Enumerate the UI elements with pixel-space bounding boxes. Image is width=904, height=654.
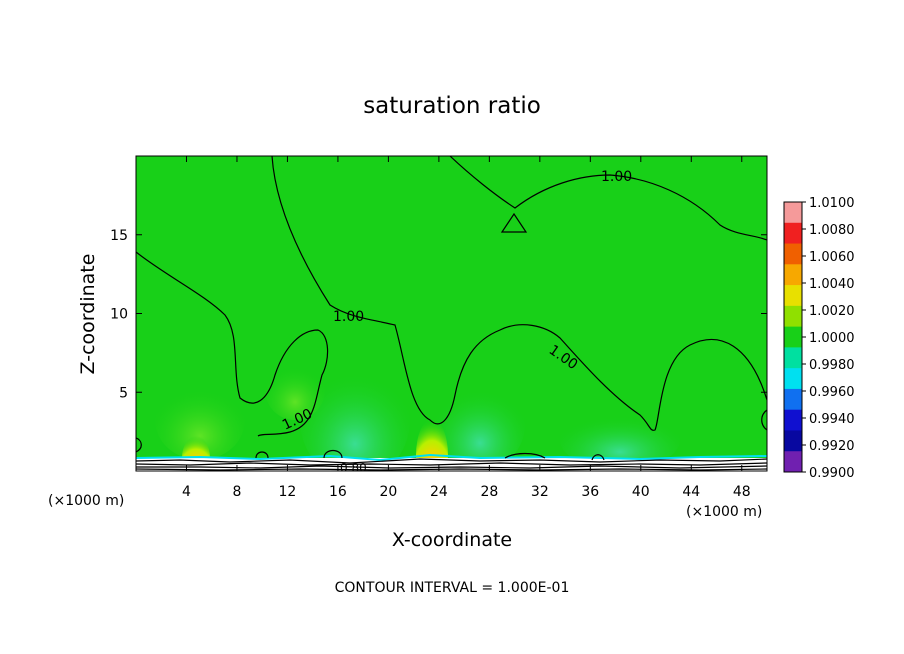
x-axis-label: X-coordinate	[392, 529, 512, 551]
colorbar-swatch	[784, 430, 802, 452]
x-tick-label: 24	[430, 484, 448, 500]
colorbar-swatch	[784, 264, 802, 286]
contour-label: 1.00	[601, 169, 632, 185]
moist-region	[155, 380, 245, 460]
colorbar-label: 0.9940	[809, 412, 855, 427]
colorbar-swatch	[784, 368, 802, 390]
dry-region	[560, 410, 680, 470]
colorbar-swatch	[784, 451, 802, 473]
x-axis: 4 8 12 16 20 24 28 32 36 40 44 48	[182, 156, 751, 500]
surface-contours	[136, 458, 767, 471]
colorbar-swatch	[784, 388, 802, 411]
plot-area: 1.00 1.00 1.00 1.00 0.80	[136, 156, 767, 475]
colorbar-label: 1.0060	[809, 250, 855, 265]
colorbar-swatch	[784, 285, 802, 307]
y-axis: 5 10 15	[110, 228, 767, 401]
moist-region	[265, 360, 325, 420]
x-tick-label: 28	[480, 484, 498, 500]
colorbar: 1.0100 1.0080 1.0060 1.0040 1.0020 1.0000 0.99…	[783, 196, 855, 481]
colorbar-label: 1.0100	[809, 196, 855, 211]
y-tick-label: 5	[119, 385, 128, 401]
y-axis-label: Z-coordinate	[77, 254, 99, 375]
contour-label: 1.00	[333, 309, 364, 325]
y-tick-label: 15	[110, 228, 128, 244]
surface-edge	[136, 453, 767, 462]
x-tick-label: 16	[329, 484, 347, 500]
x-unit-right: (×1000 m)	[686, 504, 762, 520]
contour-lines	[136, 156, 767, 461]
x-tick-label: 12	[279, 484, 297, 500]
y-tick-label: 10	[110, 307, 128, 323]
x-tick-label: 48	[733, 484, 751, 500]
contour-interval-note: CONTOUR INTERVAL = 1.000E-01	[335, 580, 570, 596]
colorbar-label: 0.9980	[809, 358, 855, 373]
colorbar-label: 1.0020	[809, 304, 855, 319]
x-tick-label: 32	[531, 484, 549, 500]
colorbar-label: 0.9900	[809, 466, 855, 481]
dry-region	[300, 360, 410, 471]
chart-title: saturation ratio	[363, 93, 541, 119]
colorbar-swatch	[784, 305, 802, 328]
x-tick-label: 40	[632, 484, 650, 500]
colorbar-label: 1.0080	[809, 223, 855, 238]
x-tick-label: 4	[182, 484, 191, 500]
x-tick-label: 8	[232, 484, 241, 500]
colorbar-swatch	[784, 409, 802, 431]
x-tick-label: 36	[581, 484, 599, 500]
contour-label: 0.80	[340, 461, 367, 475]
colorbar-label: 1.0000	[809, 331, 855, 346]
x-tick-label: 20	[379, 484, 397, 500]
colorbar-swatch	[784, 243, 802, 265]
dry-region	[435, 380, 525, 470]
colorbar-swatch	[784, 326, 802, 348]
colorbar-swatch	[784, 347, 802, 369]
colorbar-swatch	[784, 202, 802, 224]
x-unit-left: (×1000 m)	[48, 493, 124, 509]
colorbar-label: 0.9920	[809, 439, 855, 454]
colorbar-label: 1.0040	[809, 277, 855, 292]
colorbar-swatch	[784, 222, 802, 245]
colorbar-label: 0.9960	[809, 385, 855, 400]
x-tick-label: 44	[682, 484, 700, 500]
